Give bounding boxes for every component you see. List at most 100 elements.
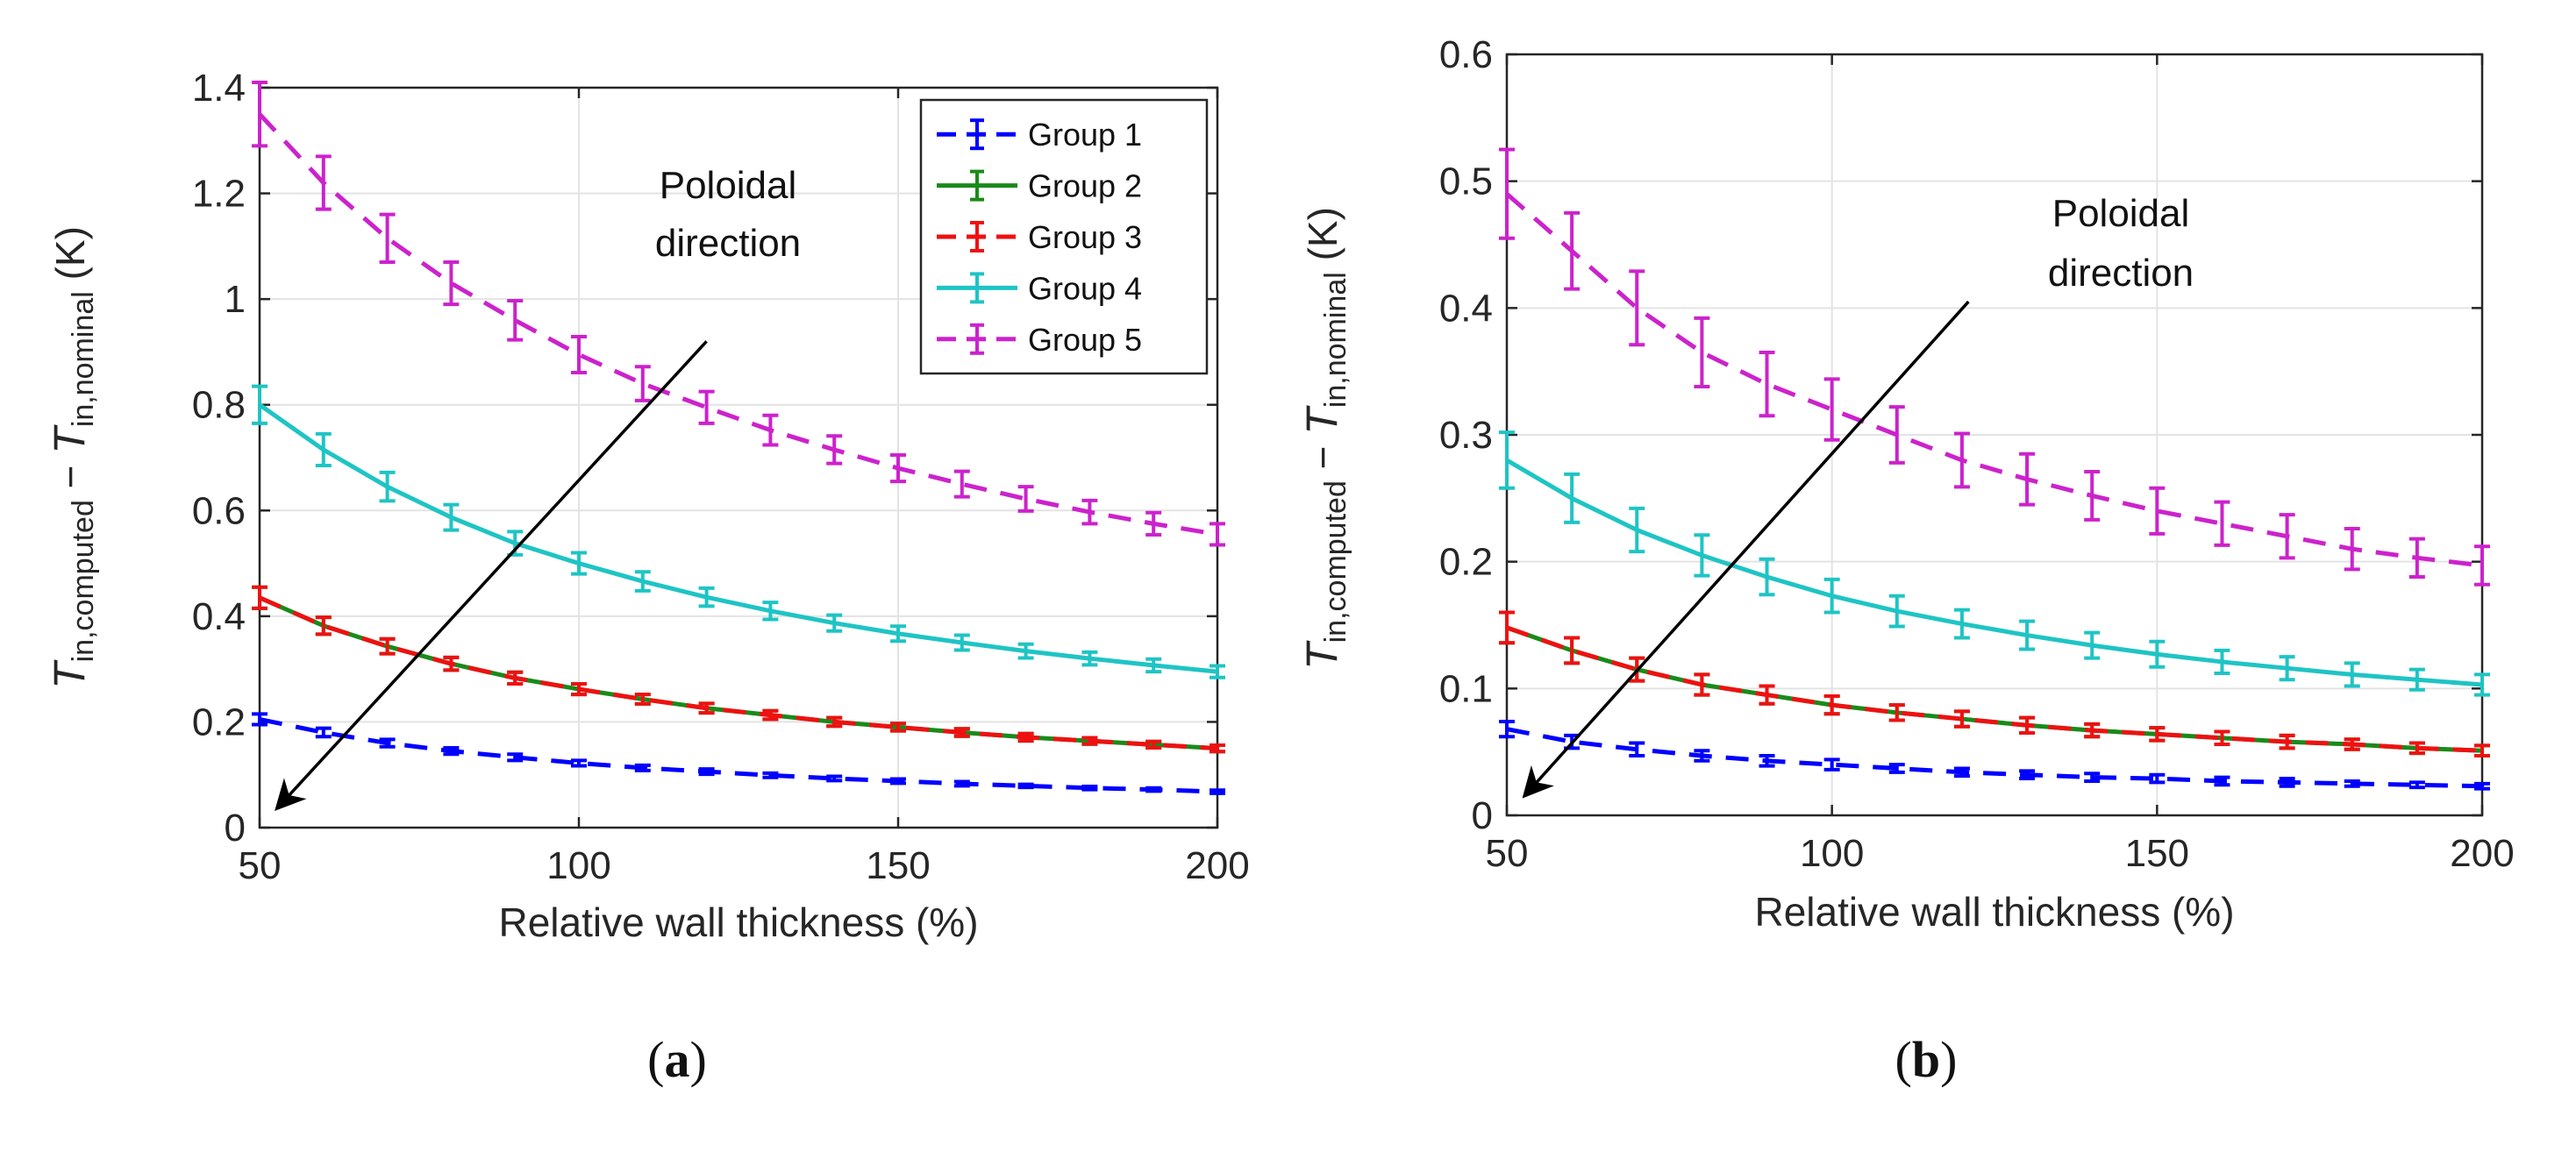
error-bar (443, 260, 460, 307)
annotation-line-2: direction (2048, 252, 2194, 295)
error-bar (1017, 485, 1034, 513)
error-bar (252, 384, 268, 425)
error-bar (2149, 772, 2166, 785)
error-bar (953, 727, 970, 738)
error-bar (507, 670, 524, 686)
x-tick-label: 150 (866, 844, 930, 887)
error-bar (1629, 741, 1645, 758)
error-bar (2474, 743, 2490, 758)
error-bar (2344, 527, 2360, 572)
error-bar (2019, 715, 2036, 735)
y-tick-label: 0.1 (1439, 667, 1493, 710)
error-bar (634, 763, 651, 772)
y-tick-label: 0.3 (1439, 414, 1493, 457)
series-line (259, 716, 1218, 794)
panel-caption: (a) (647, 1031, 707, 1088)
error-bar (2149, 486, 2166, 536)
error-bar (1629, 269, 1645, 347)
x-tick-label: 50 (1486, 832, 1529, 875)
y-tick-label: 1.4 (192, 67, 246, 110)
legend-item-3: Group 3 (937, 219, 1142, 255)
x-tick-label: 50 (239, 844, 282, 887)
series-line (1506, 727, 2483, 789)
legend-label: Group 5 (1028, 322, 1142, 358)
error-bar (252, 80, 268, 148)
error-bar (762, 413, 779, 447)
error-bar (443, 655, 460, 672)
error-bar (634, 693, 651, 706)
error-bar (1210, 664, 1225, 679)
error-bar (953, 779, 970, 788)
y-axis-label-sub2: in,nominal (1319, 272, 1352, 408)
error-bar (379, 737, 396, 749)
y-tick-label: 0 (225, 807, 246, 850)
y-tick-label: 0.5 (1439, 160, 1493, 203)
error-bar (1694, 672, 1710, 697)
error-bar (379, 636, 396, 656)
y-axis-label-unit: (K) (47, 226, 93, 291)
legend-item-5: Group 5 (937, 322, 1142, 358)
axes-box (258, 86, 1219, 829)
error-bar (1017, 731, 1034, 743)
panel-caption: (b) (1895, 1031, 1958, 1088)
error-bar (1694, 316, 1710, 389)
y-axis-label-sub2: in,nominal (67, 291, 100, 427)
error-bar (507, 298, 524, 342)
y-axis-label-minus: − (1300, 435, 1345, 480)
error-bar (2279, 733, 2295, 750)
error-bar (315, 615, 332, 636)
series-1 (252, 712, 1225, 795)
caption-letter: a (665, 1031, 690, 1088)
legend-label: Group 4 (1028, 270, 1142, 306)
error-bar (890, 777, 906, 786)
caption-close: ) (1940, 1031, 1957, 1088)
error-bar (1888, 703, 1905, 722)
y-axis-label-symbol2: T (1297, 405, 1346, 435)
y-axis-label-unit: (K) (1300, 207, 1345, 272)
error-bar (2149, 639, 2166, 669)
error-bar (953, 469, 970, 499)
error-bar (2214, 648, 2230, 675)
error-bar (762, 771, 779, 779)
legend-item-2: Group 2 (937, 168, 1142, 204)
error-bar (826, 613, 843, 633)
x-axis-label: Relative wall thickness (%) (1754, 889, 2234, 935)
error-bar (2019, 452, 2036, 507)
error-bar (507, 752, 524, 763)
series-3 (1499, 610, 2490, 758)
error-bar (2279, 655, 2295, 682)
caption-open: ( (1895, 1031, 1912, 1088)
error-bar (443, 745, 460, 757)
error-bar (1145, 739, 1162, 750)
error-bar (2279, 513, 2295, 560)
error-bar (2474, 781, 2490, 791)
y-tick-label: 0.2 (1439, 541, 1493, 584)
error-bar (1694, 749, 1710, 763)
error-bar (1694, 533, 1710, 578)
error-bar (443, 502, 460, 532)
y-axis-label: Tin,computed − Tin,nominal (K) (1297, 207, 1352, 670)
error-bar (698, 586, 715, 608)
poloidal-direction-arrow (1522, 300, 1970, 799)
error-bar (1953, 608, 1970, 640)
y-axis-label-symbol2: T (45, 424, 94, 454)
legend-label: Group 3 (1028, 219, 1142, 255)
error-bar (1629, 506, 1645, 554)
error-bar (1081, 736, 1098, 746)
y-tick-label: 0.6 (1439, 33, 1493, 76)
error-bar (1759, 350, 1775, 418)
error-bar (1145, 786, 1162, 793)
series-line (1505, 192, 2483, 568)
error-bar (762, 601, 779, 622)
error-bar (826, 434, 843, 466)
x-axis-label: Relative wall thickness (%) (498, 900, 978, 945)
error-bar (1823, 694, 1840, 716)
error-bar (2474, 672, 2490, 697)
series-5 (1499, 147, 2490, 587)
x-tick-label: 100 (1800, 832, 1864, 875)
error-bar (379, 470, 396, 503)
error-bar (698, 389, 715, 425)
y-tick-label: 0.6 (192, 489, 246, 532)
y-tick-label: 0.4 (1439, 287, 1493, 330)
